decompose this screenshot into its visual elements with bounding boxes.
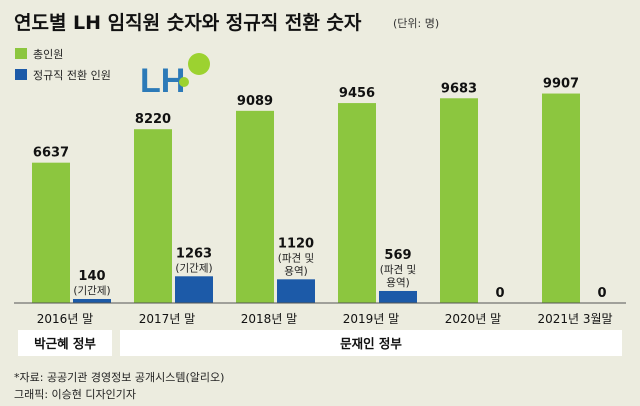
category-label-4: 2020년 말 (445, 312, 501, 326)
value-label-converted-4: 0 (495, 286, 504, 301)
category-label-2: 2018년 말 (241, 312, 297, 326)
chart-title: 연도별 LH 임직원 숫자와 정규직 전환 숫자 (14, 12, 362, 34)
note-label-3-1: 용역) (386, 277, 409, 289)
value-label-converted-5: 0 (597, 286, 606, 301)
bar-total-1 (134, 129, 172, 303)
legend-swatch-total (15, 48, 27, 59)
bars (32, 93, 580, 303)
bar-converted-1 (175, 276, 213, 303)
legend-label-converted: 정규직 전환 인원 (33, 69, 111, 82)
value-label-total-5: 9907 (543, 77, 579, 92)
graphic-credit: 그래픽: 이승현 디자인기자 (14, 388, 136, 401)
government-band-0 (18, 330, 112, 356)
source-note: *자료: 공공기관 경영정보 공개시스템(알리오) (14, 370, 224, 384)
category-labels: 2016년 말 2017년 말 2018년 말 2019년 말 2020년 말 2021년… (37, 312, 613, 326)
value-label-total-2: 9089 (237, 94, 273, 109)
leaf-small-icon (179, 77, 189, 87)
value-label-converted-1: 1263 (176, 246, 212, 261)
lh-logo-text: LH (140, 62, 185, 100)
value-label-converted-0: 140 (78, 269, 105, 284)
lh-logo: LH (140, 53, 210, 100)
leaf-icon (188, 53, 210, 75)
note-label-2-1: 용역) (284, 265, 307, 277)
bar-total-3 (338, 103, 376, 303)
note-label-0-0: (기간제) (73, 285, 110, 297)
government-band-1 (120, 330, 622, 356)
bar-converted-2 (277, 279, 315, 303)
value-label-total-4: 9683 (441, 81, 477, 96)
bar-total-4 (440, 98, 478, 303)
category-label-3: 2019년 말 (343, 312, 399, 326)
note-label-1-0: (기간제) (175, 262, 212, 274)
category-label-5: 2021년 3월말 (537, 312, 612, 326)
bar-total-5 (542, 93, 580, 303)
government-bands: 박근혜 정부 문재인 정부 (18, 330, 622, 356)
value-label-total-1: 8220 (135, 112, 171, 127)
note-label-2-0: (파견 및 (278, 252, 314, 264)
value-label-total-3: 9456 (339, 86, 375, 101)
legend: 총인원 정규직 전환 인원 (15, 48, 111, 82)
legend-swatch-converted (15, 69, 27, 80)
category-label-0: 2016년 말 (37, 312, 93, 326)
legend-label-total: 총인원 (33, 48, 63, 61)
bar-converted-0 (73, 299, 111, 303)
bar-total-2 (236, 110, 274, 303)
value-label-converted-3: 569 (384, 248, 411, 263)
value-label-converted-2: 1120 (278, 236, 314, 251)
government-label-1: 문재인 정부 (340, 336, 402, 351)
bar-converted-3 (379, 290, 417, 303)
unit-label: (단위: 명) (393, 17, 439, 30)
category-label-1: 2017년 말 (139, 312, 195, 326)
bar-total-0 (32, 162, 70, 303)
government-label-0: 박근혜 정부 (34, 336, 96, 351)
note-label-3-0: (파견 및 (380, 264, 416, 276)
value-label-total-0: 6637 (33, 146, 69, 161)
